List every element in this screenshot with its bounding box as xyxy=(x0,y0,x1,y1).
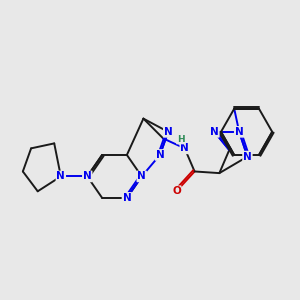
Text: H: H xyxy=(177,135,184,144)
Text: N: N xyxy=(235,127,244,137)
Text: N: N xyxy=(155,150,164,160)
Text: N: N xyxy=(137,171,146,182)
Text: N: N xyxy=(180,143,189,153)
Text: N: N xyxy=(164,127,172,137)
Text: N: N xyxy=(122,193,131,203)
Text: N: N xyxy=(83,171,92,182)
Text: N: N xyxy=(56,171,65,182)
Text: O: O xyxy=(172,186,181,196)
Text: N: N xyxy=(210,127,219,137)
Text: N: N xyxy=(243,152,252,162)
